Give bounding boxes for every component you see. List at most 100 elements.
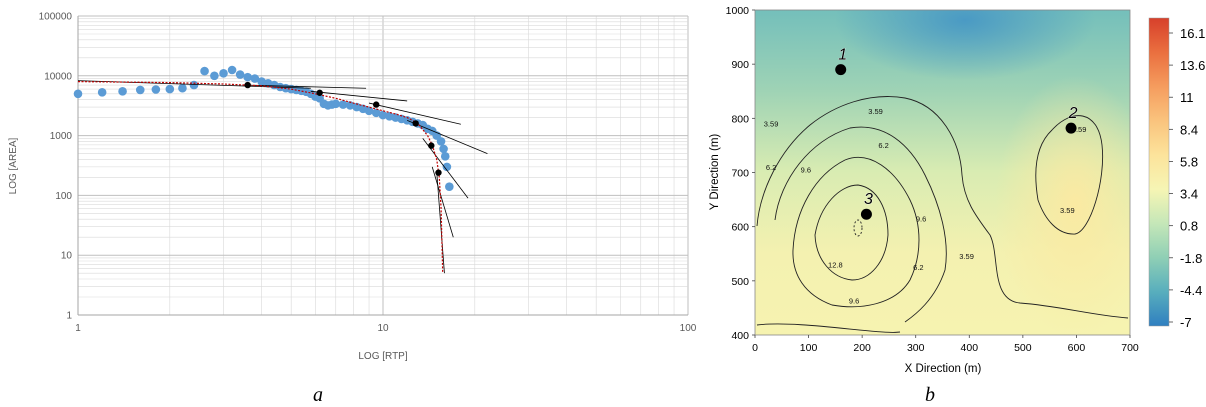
contour-label: 3.59 [1072, 125, 1087, 134]
data-point [73, 89, 83, 99]
data-point [331, 99, 341, 109]
caption-b: b [925, 384, 935, 406]
contour-label: 6.2 [878, 141, 888, 150]
data-point [135, 85, 145, 95]
contour-9.6 [792, 156, 920, 308]
colorbar-tick-labels: 16.1 13.6 11 8.4 5.8 3.4 0.8 -1.8 -4.4 -7 [1169, 26, 1205, 330]
colorbar-tick-label: 0.8 [1180, 219, 1198, 234]
contour-labels: 3.59 3.59 3.59 3.59 3.59 6.2 6.2 6.2 9.6 9.6 9.6 12… [764, 107, 1087, 306]
y-tick-label: 1000 [50, 131, 73, 142]
contour-label: 6.2 [913, 263, 923, 272]
grid [77, 15, 689, 316]
caption-a: a [313, 384, 323, 406]
break-point [435, 169, 442, 176]
contour-label: 9.6 [916, 214, 926, 223]
x-tick-label: 0 [752, 342, 758, 354]
data-point [371, 108, 381, 118]
data-point [189, 80, 199, 90]
data-point [97, 87, 107, 97]
data-point [227, 65, 237, 75]
colorbar-tick-label: -4.4 [1180, 283, 1202, 298]
data-point [151, 85, 161, 94]
x-tick-label: 100 [680, 323, 697, 334]
fit-line [77, 81, 444, 274]
colorbar-tick-label: 5.8 [1180, 154, 1198, 169]
y-tick-label: 400 [731, 330, 749, 342]
y-tick-label: 600 [731, 222, 749, 234]
well-point [860, 208, 872, 220]
colorbar [1148, 17, 1170, 327]
tangent-line [310, 90, 408, 102]
data-point [338, 100, 348, 109]
tangent-line [368, 102, 461, 125]
well-point [1065, 122, 1077, 134]
y-tick-label: 10000 [44, 71, 72, 82]
x-tick-label: 100 [800, 342, 818, 354]
break-point [316, 89, 323, 96]
data-point [243, 72, 252, 82]
heatmap-field: 3.593.593.593.593.596.26.26.29.69.69.612… [755, 10, 1130, 335]
contour-label: 3.59 [868, 107, 883, 116]
colorbar-tick-label: 8.4 [1180, 122, 1198, 137]
y-tick-label: 800 [731, 113, 749, 125]
tangent-line [436, 171, 445, 274]
data-point [440, 152, 450, 161]
contour-inner [853, 219, 863, 237]
contour-label: 3.59 [764, 119, 779, 128]
y-axis-label: Y Direction (m) [709, 134, 721, 211]
contour-label: 3.59 [959, 252, 974, 261]
data-point [364, 106, 374, 116]
contour-label: 6.2 [766, 163, 776, 172]
break-points [244, 81, 442, 176]
well-label: 3 [864, 191, 873, 208]
data-point [210, 71, 219, 81]
x-axis-label: X Direction (m) [905, 363, 982, 375]
data-point [219, 69, 228, 78]
contour-12.8 [814, 184, 889, 281]
tangent-line [406, 119, 488, 154]
colorbar-tick-label: -7 [1180, 315, 1192, 330]
contour-label: 9.6 [849, 297, 859, 306]
data-point [118, 87, 127, 96]
tangent-lines [77, 80, 488, 274]
data-points [73, 65, 454, 191]
contour-lines [756, 96, 1129, 333]
contour-3.59-lower-left [756, 323, 901, 333]
scatter-chart-a: 1 10 100 1000 10000 100000 1 10 100 LOG [RTP] L… [8, 12, 697, 363]
colorbar-tick-label: 13.6 [1180, 58, 1205, 73]
break-point [428, 142, 435, 149]
well-points: 1 2 3 [835, 46, 1078, 220]
well-point [835, 64, 847, 76]
tangent-line [431, 166, 454, 238]
data-point [165, 84, 175, 94]
contour-3.59-right [1035, 115, 1104, 235]
heatmap-chart-b: 3.593.593.593.593.596.26.26.29.69.69.612… [709, 5, 1205, 375]
contour-3.59-outer [756, 96, 1129, 319]
data-point [250, 74, 260, 83]
well-label: 1 [838, 47, 847, 64]
y-tick-label: 500 [731, 276, 749, 288]
well-label: 2 [1068, 105, 1078, 122]
contour-label: 12.8 [828, 260, 843, 269]
colorbar-tick-label: 11 [1180, 90, 1194, 105]
x-tick-label: 200 [853, 342, 871, 354]
data-point [378, 110, 388, 120]
contour-label: 3.59 [1060, 206, 1075, 215]
y-tick-label: 10 [61, 251, 73, 262]
x-tick-label: 10 [377, 323, 389, 334]
x-tick-label: 300 [907, 342, 925, 354]
x-tick-label: 700 [1121, 342, 1139, 354]
y-tick-label: 700 [731, 168, 749, 180]
x-tick-label: 600 [1068, 342, 1086, 354]
x-tick-label: 400 [961, 342, 979, 354]
x-tick-label: 1 [75, 323, 81, 334]
break-point [412, 120, 419, 127]
data-point [178, 83, 187, 93]
data-point [442, 162, 452, 172]
x-tick-label: 500 [1014, 342, 1032, 354]
y-tick-label: 100 [55, 191, 72, 202]
x-tick-labels: 0 100 200 300 400 500 600 700 [752, 335, 1139, 354]
data-point [235, 70, 245, 79]
data-point [200, 66, 209, 76]
